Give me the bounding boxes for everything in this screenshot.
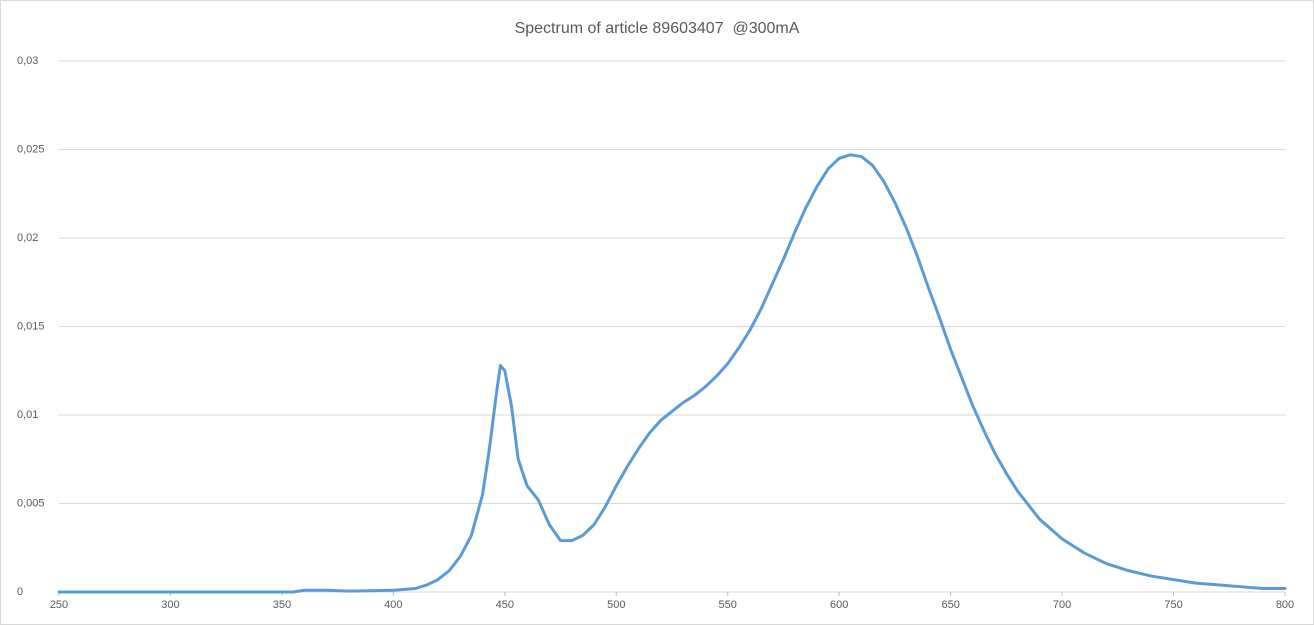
y-tick-label: 0,025 — [17, 143, 45, 155]
x-tick-label: 300 — [161, 599, 179, 611]
x-tick-label: 800 — [1276, 599, 1294, 611]
y-tick-label: 0,015 — [17, 320, 45, 332]
y-tick-label: 0 — [17, 586, 23, 598]
x-tick-label: 550 — [719, 599, 737, 611]
chart-title: Spectrum of article 89603407 @300mA — [515, 20, 800, 37]
x-tick-label: 700 — [1053, 599, 1071, 611]
x-tick-label: 450 — [496, 599, 514, 611]
x-tick-label: 650 — [941, 599, 959, 611]
y-tick-label: 0,01 — [17, 409, 38, 421]
x-tick-label: 500 — [607, 599, 625, 611]
y-tick-label: 0,005 — [17, 497, 45, 509]
x-tick-label: 250 — [50, 599, 68, 611]
x-tick-label: 750 — [1164, 599, 1182, 611]
data-line — [57, 153, 1287, 594]
x-tick-label: 600 — [830, 599, 848, 611]
x-tick-label: 400 — [384, 599, 402, 611]
x-tick-label: 350 — [273, 599, 291, 611]
y-tick-label: 0,03 — [17, 55, 38, 67]
y-tick-label: 0,02 — [17, 232, 38, 244]
